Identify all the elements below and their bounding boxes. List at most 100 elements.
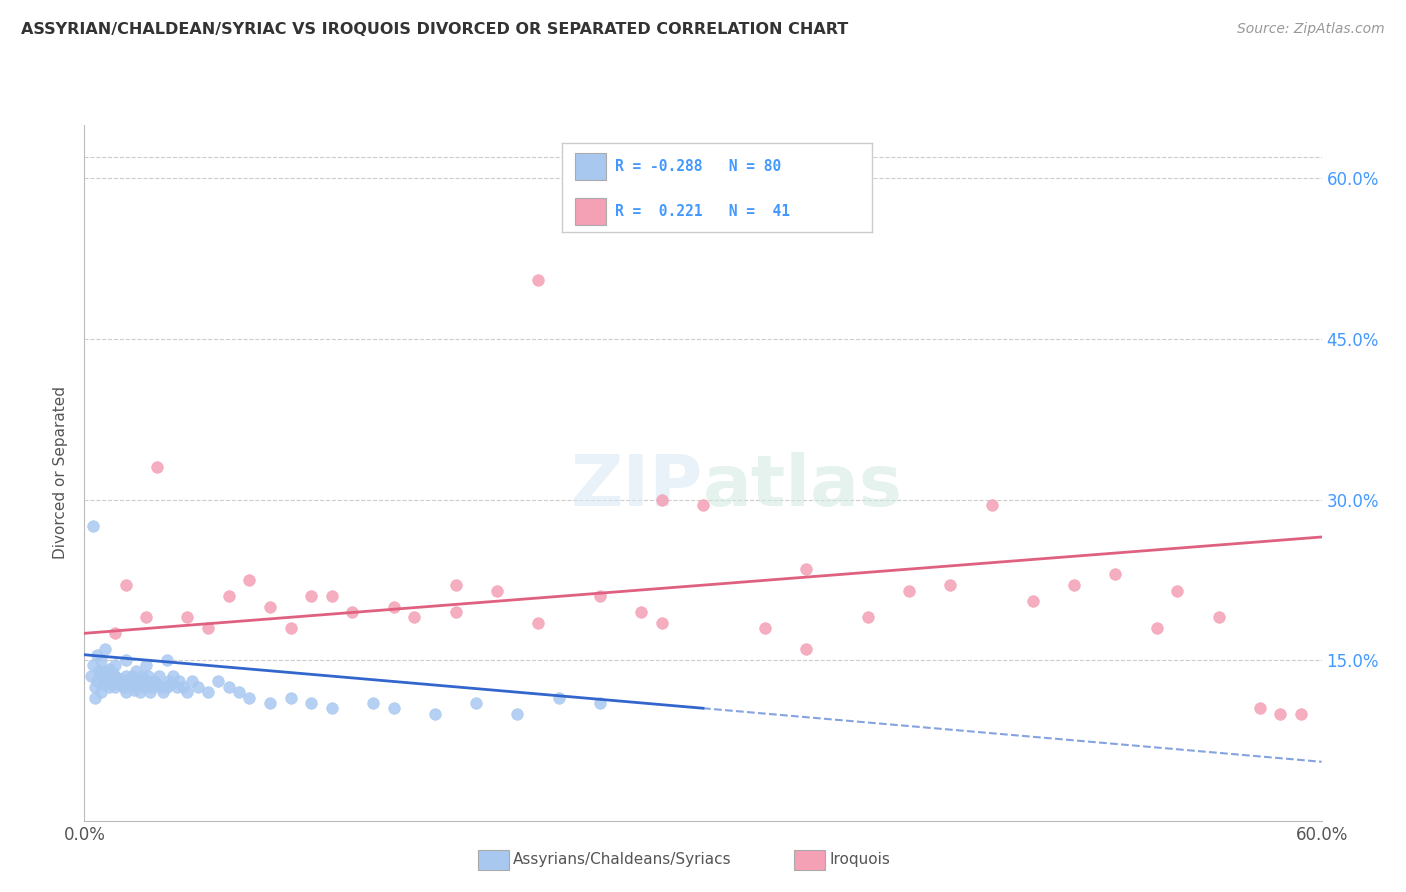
Point <box>299 589 322 603</box>
Point <box>794 642 817 657</box>
Point <box>382 599 405 614</box>
Point <box>91 673 114 687</box>
Point <box>547 690 569 705</box>
Bar <box>575 198 606 225</box>
Point <box>156 680 179 694</box>
Point <box>141 680 163 694</box>
Point <box>135 674 157 689</box>
Point <box>1270 706 1292 721</box>
Point <box>176 610 198 624</box>
Point <box>104 680 127 694</box>
Point <box>90 665 112 680</box>
Point <box>83 680 105 694</box>
Point <box>382 701 405 715</box>
Point <box>856 610 879 624</box>
Point <box>90 685 112 699</box>
Point <box>651 615 673 630</box>
Point <box>98 662 121 676</box>
Point <box>630 605 652 619</box>
Point <box>136 669 159 683</box>
Point <box>342 605 364 619</box>
Point <box>1249 701 1271 715</box>
Point <box>121 669 143 683</box>
Point <box>149 680 172 694</box>
Point <box>1104 567 1126 582</box>
Point <box>96 669 118 683</box>
Bar <box>575 153 606 180</box>
Point <box>299 696 322 710</box>
Point <box>280 690 302 705</box>
Point <box>1166 583 1188 598</box>
Point <box>361 696 384 710</box>
Point <box>485 583 508 598</box>
Point <box>129 685 152 699</box>
Point <box>104 626 127 640</box>
Point <box>79 669 101 683</box>
Point <box>207 674 229 689</box>
Point <box>105 674 128 689</box>
Point <box>100 674 122 689</box>
Point <box>228 685 250 699</box>
Point <box>86 648 108 662</box>
Point <box>167 674 190 689</box>
Point <box>197 685 219 699</box>
Point <box>114 578 136 592</box>
Point <box>172 680 194 694</box>
Point <box>794 562 817 576</box>
Point <box>180 674 202 689</box>
Point <box>754 621 776 635</box>
Point <box>98 680 121 694</box>
Point <box>218 589 240 603</box>
Point <box>589 589 612 603</box>
Point <box>527 273 550 287</box>
Point <box>94 669 117 683</box>
Point <box>651 492 673 507</box>
Point <box>135 610 157 624</box>
Point <box>1208 610 1230 624</box>
Point <box>939 578 962 592</box>
Point <box>131 669 153 683</box>
Point <box>83 690 105 705</box>
Point <box>104 658 127 673</box>
Point <box>506 706 529 721</box>
Point <box>218 680 240 694</box>
Point <box>259 599 281 614</box>
Point <box>321 589 343 603</box>
Point <box>444 578 467 592</box>
Text: Iroquois: Iroquois <box>830 853 890 867</box>
Point <box>135 658 157 673</box>
Point <box>112 680 135 694</box>
Point <box>280 621 302 635</box>
Point <box>125 664 148 678</box>
Point <box>139 685 162 699</box>
Point <box>114 669 136 683</box>
Text: ZIP: ZIP <box>571 452 703 521</box>
Point <box>135 676 157 690</box>
Point <box>156 653 179 667</box>
Point <box>94 642 117 657</box>
Point <box>1289 706 1312 721</box>
Point <box>162 669 184 683</box>
Point <box>118 676 141 690</box>
Point <box>152 685 174 699</box>
Point <box>145 460 167 475</box>
Point <box>527 615 550 630</box>
Point <box>143 674 166 689</box>
Point <box>980 498 1002 512</box>
Point <box>90 653 112 667</box>
Text: R =  0.221   N =  41: R = 0.221 N = 41 <box>614 204 790 219</box>
Point <box>423 706 446 721</box>
Point <box>589 696 612 710</box>
Point <box>108 676 131 690</box>
Point <box>176 685 198 699</box>
Point <box>444 605 467 619</box>
Text: Assyrians/Chaldeans/Syriacs: Assyrians/Chaldeans/Syriacs <box>513 853 731 867</box>
Point <box>122 683 145 698</box>
Point <box>103 665 125 680</box>
Point <box>898 583 921 598</box>
Point <box>692 498 714 512</box>
Y-axis label: Divorced or Separated: Divorced or Separated <box>53 386 69 559</box>
Text: atlas: atlas <box>703 452 903 521</box>
Point <box>1146 621 1168 635</box>
Point <box>166 680 188 694</box>
